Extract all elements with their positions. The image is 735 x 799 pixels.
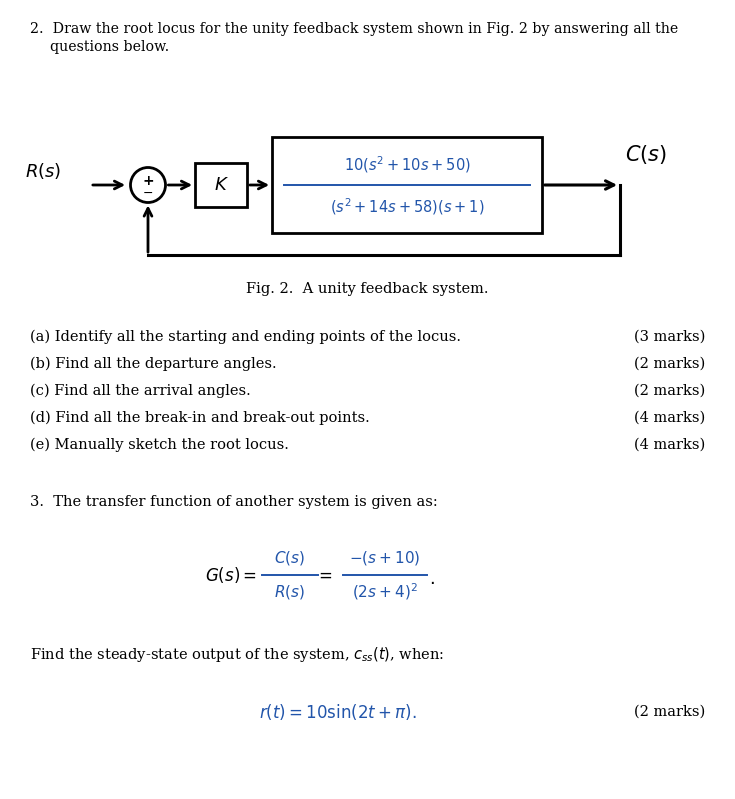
Text: $G(s) =$: $G(s) =$ <box>205 565 257 585</box>
Text: (d) Find all the break-in and break-out points.: (d) Find all the break-in and break-out … <box>30 411 370 425</box>
Text: +: + <box>142 174 154 188</box>
Text: $10(s^2 + 10s + 50)$: $10(s^2 + 10s + 50)$ <box>344 155 470 175</box>
Text: $-(s + 10)$: $-(s + 10)$ <box>349 549 420 567</box>
Text: $K$: $K$ <box>213 176 229 194</box>
Text: $C(s)$: $C(s)$ <box>274 549 306 567</box>
FancyBboxPatch shape <box>195 163 247 207</box>
Text: questions below.: questions below. <box>50 40 169 54</box>
Text: (2 marks): (2 marks) <box>634 384 705 398</box>
Text: (4 marks): (4 marks) <box>634 438 705 452</box>
Text: (2 marks): (2 marks) <box>634 357 705 371</box>
Text: (b) Find all the departure angles.: (b) Find all the departure angles. <box>30 357 276 372</box>
Text: 3.  The transfer function of another system is given as:: 3. The transfer function of another syst… <box>30 495 438 509</box>
Text: (a) Identify all the starting and ending points of the locus.: (a) Identify all the starting and ending… <box>30 330 461 344</box>
Text: $C(s)$: $C(s)$ <box>625 144 667 166</box>
Text: $=$: $=$ <box>315 566 333 583</box>
Text: $(2s + 4)^2$: $(2s + 4)^2$ <box>352 582 418 602</box>
Text: (4 marks): (4 marks) <box>634 411 705 425</box>
Text: (e) Manually sketch the root locus.: (e) Manually sketch the root locus. <box>30 438 289 452</box>
Text: $r(t) = 10\sin(2t + \pi).$: $r(t) = 10\sin(2t + \pi).$ <box>259 702 416 722</box>
FancyBboxPatch shape <box>272 137 542 233</box>
Text: (3 marks): (3 marks) <box>634 330 705 344</box>
Text: (2 marks): (2 marks) <box>634 705 705 719</box>
Text: −: − <box>143 187 154 200</box>
Text: Find the steady-state output of the system, $c_{ss}(t)$, when:: Find the steady-state output of the syst… <box>30 645 444 664</box>
Text: $R(s)$: $R(s)$ <box>25 161 61 181</box>
Text: $.$: $.$ <box>429 570 434 588</box>
Text: $(s^2 + 14s + 58)(s + 1)$: $(s^2 + 14s + 58)(s + 1)$ <box>330 197 484 217</box>
Text: $R(s)$: $R(s)$ <box>274 583 306 601</box>
Text: 2.  Draw the root locus for the unity feedback system shown in Fig. 2 by answeri: 2. Draw the root locus for the unity fee… <box>30 22 678 36</box>
Text: (c) Find all the arrival angles.: (c) Find all the arrival angles. <box>30 384 251 399</box>
Text: Fig. 2.  A unity feedback system.: Fig. 2. A unity feedback system. <box>246 282 489 296</box>
